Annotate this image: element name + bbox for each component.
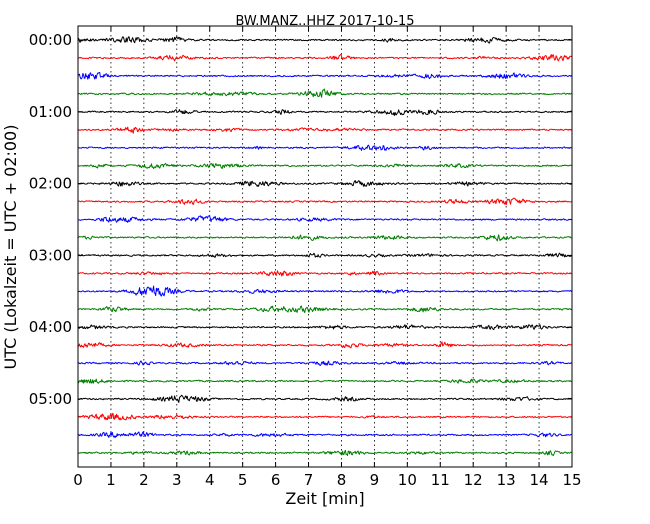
y-tick-label: 00:00: [29, 31, 72, 49]
x-tick-label: 10: [398, 471, 417, 489]
seismic-trace: [77, 252, 572, 258]
x-tick-label: 8: [337, 471, 347, 489]
seismic-trace: [77, 36, 572, 44]
x-tick-label: 12: [464, 471, 483, 489]
x-tick-label: 9: [370, 471, 380, 489]
seismic-trace: [77, 341, 572, 349]
x-tick-label: 3: [172, 471, 182, 489]
x-axis-label: Zeit [min]: [285, 489, 364, 508]
seismic-trace: [77, 197, 572, 205]
seismic-trace: [77, 215, 572, 223]
seismic-trace: [77, 270, 572, 277]
seismic-trace: [77, 144, 572, 151]
seismic-trace: [77, 88, 572, 98]
seismic-traces: [77, 36, 572, 456]
plot-frame: [77, 25, 573, 468]
grid-lines: [110, 26, 540, 467]
seismic-trace: [77, 449, 572, 456]
seismic-trace: [77, 305, 572, 314]
y-tick-label: 04:00: [29, 318, 72, 336]
y-tick-label: 02:00: [29, 175, 72, 193]
x-tick-label: 7: [304, 471, 314, 489]
seismic-trace: [77, 324, 572, 331]
y-tick-label: 01:00: [29, 103, 72, 121]
x-tick-label: 11: [431, 471, 450, 489]
seismic-trace: [77, 126, 572, 134]
y-tick-label: 05:00: [29, 390, 72, 408]
seismic-trace: [77, 109, 572, 117]
chart-title: BW.MANZ..HHZ 2017-10-15: [235, 14, 414, 29]
seismic-trace: [77, 180, 572, 187]
seismic-trace: [77, 360, 572, 366]
seismic-trace: [77, 71, 572, 80]
seismic-trace: [77, 412, 572, 421]
seismic-trace: [77, 285, 572, 297]
seismic-trace: [77, 378, 572, 384]
x-tick-label: 1: [106, 471, 116, 489]
y-axis-label: UTC (Lokalzeit = UTC + 02:00): [1, 125, 20, 370]
x-tick-label: 0: [73, 471, 83, 489]
x-tick-label: 4: [205, 471, 215, 489]
x-tick-label: 2: [139, 471, 149, 489]
seismic-trace: [77, 234, 572, 242]
y-axis: 00:00 01:00 02:00 03:00 04:00 05:00: [29, 31, 572, 408]
seismic-trace: [77, 54, 572, 62]
seismic-trace: [77, 394, 572, 403]
seismic-trace: [77, 431, 572, 439]
y-tick-label: 03:00: [29, 246, 72, 264]
x-tick-label: 15: [562, 471, 581, 489]
x-tick-label: 5: [238, 471, 248, 489]
x-tick-label: 13: [497, 471, 516, 489]
x-axis: 0 1 2 3 4 5 6 7 8 9 10 11 12 13 14 15: [73, 26, 582, 489]
x-tick-label: 14: [530, 471, 549, 489]
seismic-trace: [77, 162, 572, 170]
x-tick-label: 6: [271, 471, 281, 489]
